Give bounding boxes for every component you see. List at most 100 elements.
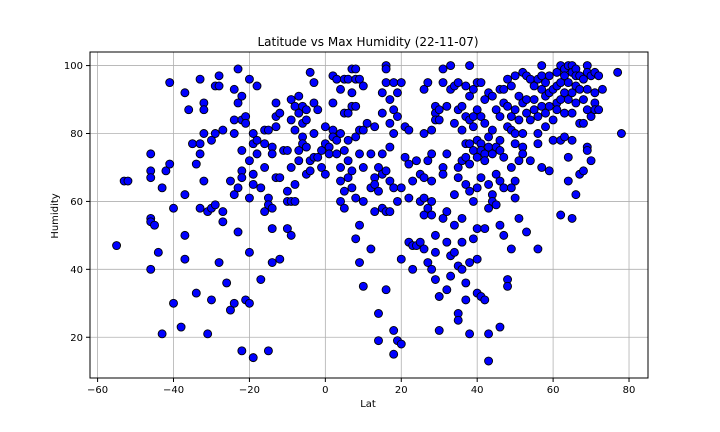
scatter-point: [438, 213, 448, 223]
scatter-point: [461, 179, 471, 189]
scatter-point: [244, 298, 254, 308]
scatter-point: [529, 95, 539, 104]
scatter-point: [533, 112, 543, 121]
scatter-point: [222, 278, 232, 288]
scatter-point: [309, 78, 319, 88]
scatter-point: [560, 108, 569, 118]
scatter-point: [347, 88, 357, 98]
y-tick-label: 80: [70, 129, 83, 140]
scatter-point: [408, 176, 418, 186]
scatter-point: [282, 146, 292, 155]
scatter-point: [423, 258, 433, 267]
scatter-point: [495, 135, 505, 145]
scatter-point: [252, 81, 262, 91]
scatter-point: [480, 95, 490, 104]
scatter-point: [385, 118, 395, 128]
scatter-point: [347, 166, 357, 176]
scatter-point: [351, 132, 361, 142]
x-tick-label: 0: [322, 385, 328, 396]
scatter-point: [495, 112, 505, 121]
scatter-point: [499, 183, 509, 193]
scatter-point: [495, 176, 505, 186]
scatter-point: [582, 146, 592, 155]
scatter-point: [355, 258, 364, 267]
scatter-point: [317, 163, 326, 172]
y-tick-label: 100: [64, 61, 83, 72]
scatter-point: [294, 91, 304, 101]
scatter-point: [465, 329, 475, 339]
scatter-point: [191, 288, 201, 298]
scatter-point: [225, 176, 235, 186]
scatter-point: [579, 166, 588, 176]
scatter-point: [195, 74, 205, 84]
scatter-point: [389, 129, 399, 138]
scatter-point: [248, 129, 258, 138]
scatter-point: [275, 108, 285, 118]
scatter-point: [563, 95, 573, 104]
scatter-point: [389, 349, 399, 359]
scatter-point: [248, 179, 258, 189]
scatter-point: [571, 190, 581, 200]
scatter-point: [594, 105, 604, 115]
scatter-point: [499, 230, 509, 240]
scatter-point: [301, 105, 311, 115]
scatter-point: [309, 129, 319, 138]
scatter-point: [579, 74, 588, 84]
scatter-point: [465, 258, 475, 267]
scatter-point: [157, 183, 167, 193]
scatter-point: [560, 132, 569, 142]
scatter-point: [218, 125, 228, 135]
scatter-point: [393, 196, 402, 206]
y-tick-label: 60: [70, 197, 83, 208]
scatter-point: [563, 176, 573, 186]
scatter-point: [244, 247, 254, 257]
scatter-point: [229, 84, 239, 94]
scatter-point: [336, 84, 345, 94]
scatter-point: [419, 173, 429, 183]
scatter-point: [518, 129, 528, 138]
scatter-point: [510, 139, 520, 149]
scatter-point: [214, 258, 224, 267]
scatter-point: [468, 196, 478, 206]
scatter-point: [434, 105, 444, 115]
x-axis-label: Lat: [360, 399, 376, 410]
scatter-point: [195, 149, 205, 159]
scatter-point: [510, 129, 520, 138]
scatter-point: [355, 220, 364, 230]
scatter-point: [430, 275, 440, 284]
scatter-point: [506, 112, 516, 121]
scatter-point: [552, 105, 562, 115]
scatter-point: [487, 149, 497, 159]
scatter-point: [537, 61, 547, 71]
scatter-point: [571, 98, 581, 108]
scatter-point: [180, 88, 190, 98]
scatter-point: [339, 186, 349, 196]
scatter-point: [317, 146, 326, 155]
scatter-point: [393, 88, 402, 98]
scatter-point: [514, 156, 524, 166]
scatter-point: [366, 149, 376, 159]
scatter-point: [180, 230, 190, 240]
scatter-point: [449, 220, 459, 230]
scatter-point: [548, 115, 558, 125]
scatter-point: [510, 71, 520, 81]
scatter-point: [491, 169, 501, 179]
scatter-point: [457, 101, 467, 111]
scatter-point: [495, 220, 505, 230]
scatter-point: [267, 203, 277, 213]
scatter-point: [541, 108, 550, 118]
scatter-point: [180, 190, 190, 200]
x-tick-label: 80: [623, 385, 636, 396]
scatter-point: [263, 125, 273, 135]
scatter-point: [381, 166, 391, 176]
scatter-point: [533, 139, 543, 149]
scatter-point: [442, 149, 452, 159]
scatter-point: [484, 356, 494, 366]
scatter-point: [157, 329, 167, 339]
scatter-point: [165, 78, 175, 88]
scatter-point: [343, 135, 353, 145]
x-tick-label: 20: [395, 385, 408, 396]
scatter-point: [225, 305, 235, 315]
scatter-point: [427, 149, 437, 159]
scatter-point: [472, 224, 482, 234]
